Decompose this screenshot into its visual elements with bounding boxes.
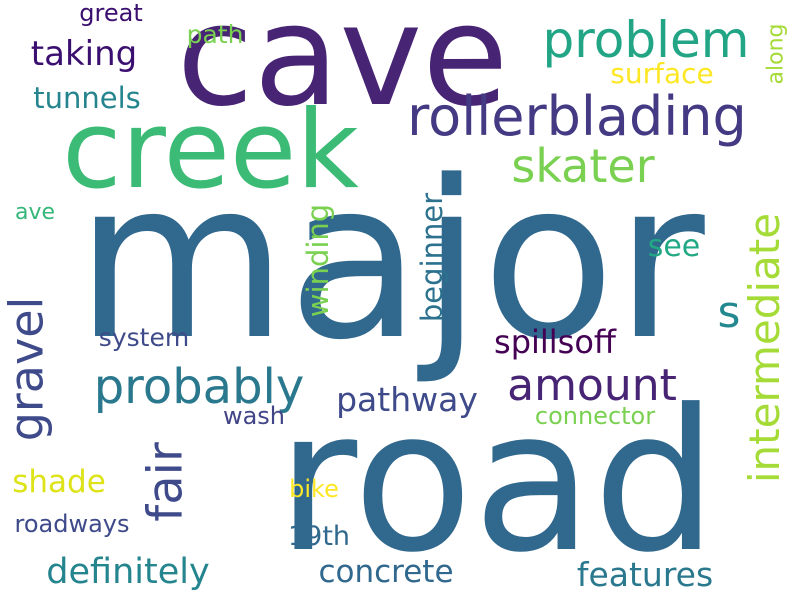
word-probably: probably	[93, 359, 305, 415]
word-great: great	[79, 0, 143, 27]
word-winding: winding	[301, 203, 336, 317]
word-surface: surface	[610, 57, 714, 90]
word-s: s	[717, 287, 741, 338]
word-creek: creek	[62, 88, 359, 213]
word-road: road	[276, 368, 718, 596]
word-shade: shade	[12, 463, 106, 500]
word-pathway: pathway	[336, 379, 478, 419]
word-along: along	[763, 23, 788, 85]
word-path: path	[186, 19, 244, 49]
word-wash: wash	[222, 402, 286, 430]
word-bike: bike	[289, 475, 339, 503]
word-connector: connector	[534, 402, 656, 430]
word-major: major	[75, 135, 705, 388]
word-amount: amount	[507, 360, 677, 411]
word-spillsoff: spillsoff	[494, 323, 616, 361]
word-gravel: gravel	[0, 296, 54, 442]
word-features: features	[576, 554, 714, 594]
word-ave: ave	[14, 200, 56, 225]
word-cave: cave	[176, 0, 509, 138]
word-beginner: beginner	[415, 192, 450, 322]
word-concrete: concrete	[318, 553, 454, 590]
word-rollerblading: rollerblading	[407, 85, 747, 148]
word-definitely: definitely	[46, 551, 210, 592]
word-taking: taking	[30, 34, 138, 74]
word-roadways: roadways	[14, 510, 130, 538]
word-problem: problem	[542, 11, 750, 69]
word-skater: skater	[511, 139, 655, 193]
word-intermediate: intermediate	[740, 212, 790, 484]
word-system: system	[98, 322, 190, 352]
word-tunnels: tunnels	[33, 80, 141, 115]
word-fair: fair	[138, 442, 195, 522]
word-see: see	[647, 229, 701, 264]
word-19th: 19th	[287, 520, 351, 552]
